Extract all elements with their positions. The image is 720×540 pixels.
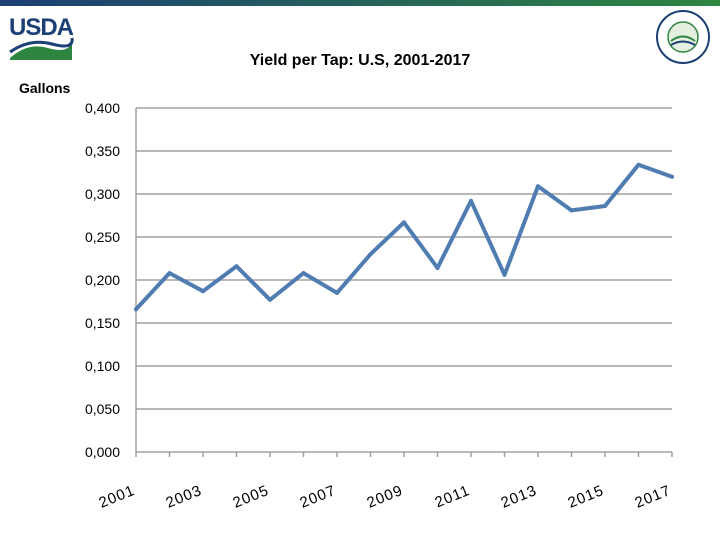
data-point	[469, 198, 473, 203]
x-tick-label: 2007	[297, 482, 338, 512]
chart-title: Yield per Tap: U.S, 2001-2017	[249, 52, 471, 69]
usda-logo: USDA	[8, 12, 74, 62]
gridlines	[136, 107, 672, 410]
top-color-band	[0, 0, 720, 6]
y-tick-labels: 0,000 0,050 0,100 0,150 0,200 0,250 0,300 0,350…	[85, 100, 120, 460]
data-point	[670, 174, 674, 179]
y-tick-label: 0,100	[85, 358, 120, 374]
x-tick-labels: 2001 2003 2005 2007 2009 2011 2013 2015 2017	[96, 482, 673, 512]
data-point	[502, 272, 507, 277]
y-tick-label: 0,400	[85, 100, 120, 116]
y-axis-label: Gallons	[19, 80, 71, 96]
agriculture-counts-seal	[654, 8, 712, 66]
x-tick-label: 2003	[163, 482, 204, 512]
y-tick-label: 0,000	[85, 444, 120, 460]
data-point	[335, 290, 339, 295]
data-point	[268, 297, 272, 302]
x-tick-label: 2009	[364, 482, 405, 512]
y-tick-label: 0,350	[85, 143, 120, 159]
y-tick-label: 0,150	[85, 315, 120, 331]
data-point	[435, 265, 440, 270]
data-point	[536, 184, 540, 189]
data-point	[201, 289, 205, 294]
x-tick-label: 2011	[433, 482, 473, 511]
usda-logo-hills-icon	[9, 37, 74, 60]
data-point	[368, 252, 373, 257]
data-point	[569, 208, 574, 213]
x-tick-label: 2005	[230, 482, 271, 512]
data-point	[636, 162, 641, 167]
y-tick-label: 0,250	[85, 229, 120, 245]
y-tick-label: 0,050	[85, 401, 120, 417]
data-point	[167, 271, 172, 276]
y-tick-label: 0,300	[85, 186, 120, 202]
county-seal-icon	[656, 10, 710, 64]
axes	[135, 108, 673, 457]
data-point	[301, 271, 306, 276]
series-layer	[134, 162, 674, 312]
y-tick-label: 0,200	[85, 272, 120, 288]
x-tick-label: 2013	[498, 482, 539, 512]
data-point	[134, 307, 138, 312]
usda-logo-text: USDA	[8, 14, 74, 41]
x-tick-label: 2017	[632, 482, 673, 512]
data-point	[234, 264, 239, 269]
x-tick-label: 2001	[96, 482, 137, 512]
data-point	[402, 220, 406, 225]
data-point	[603, 204, 607, 209]
x-tick-label: 2015	[565, 482, 606, 512]
